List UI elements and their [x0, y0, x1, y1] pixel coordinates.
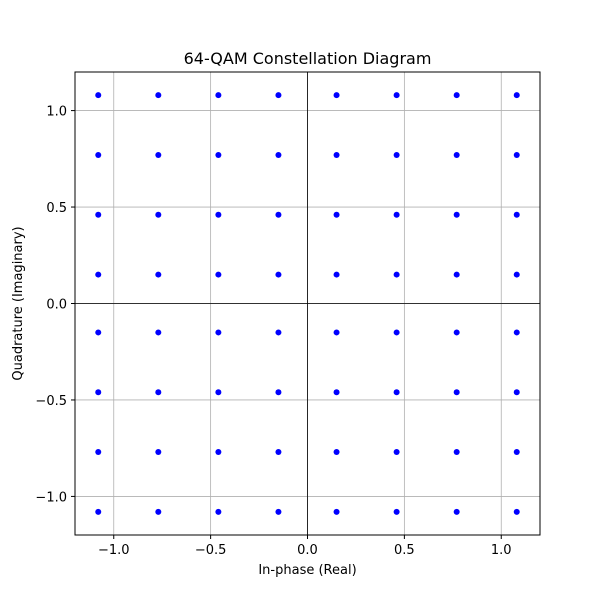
y-tick-label: 0.5 [46, 201, 67, 216]
constellation-point [95, 271, 102, 278]
constellation-point [215, 449, 222, 456]
constellation-point [275, 329, 282, 336]
x-tick-label: −0.5 [195, 543, 227, 558]
constellation-point [513, 449, 520, 456]
constellation-point [215, 151, 222, 158]
constellation-point [453, 508, 460, 515]
constellation-point [95, 508, 102, 515]
constellation-point [393, 449, 400, 456]
constellation-point [95, 449, 102, 456]
constellation-point [95, 211, 102, 218]
constellation-point [275, 271, 282, 278]
y-tick-label: −0.5 [35, 394, 67, 409]
constellation-point [393, 271, 400, 278]
constellation-point [275, 151, 282, 158]
constellation-point [155, 449, 162, 456]
x-tick-label: 0.5 [394, 543, 415, 558]
constellation-point [453, 151, 460, 158]
constellation-point [333, 151, 340, 158]
constellation-point [393, 389, 400, 396]
constellation-point [95, 389, 102, 396]
x-axis-ticks: −1.0 −0.5 0.0 0.5 1.0 [98, 535, 512, 558]
constellation-point [513, 211, 520, 218]
constellation-point [155, 211, 162, 218]
constellation-point [453, 449, 460, 456]
constellation-point [155, 92, 162, 99]
constellation-point [155, 508, 162, 515]
constellation-point [333, 211, 340, 218]
constellation-point [215, 211, 222, 218]
y-tick-label: 0.0 [46, 298, 67, 313]
constellation-point [155, 151, 162, 158]
constellation-point [393, 508, 400, 515]
constellation-point [453, 92, 460, 99]
x-tick-label: 0.0 [297, 543, 318, 558]
constellation-point [333, 271, 340, 278]
constellation-point [215, 329, 222, 336]
constellation-point [333, 92, 340, 99]
constellation-point [393, 329, 400, 336]
chart-title: 64-QAM Constellation Diagram [184, 49, 432, 68]
constellation-point [275, 389, 282, 396]
constellation-point [393, 211, 400, 218]
constellation-point [333, 449, 340, 456]
constellation-point [513, 92, 520, 99]
constellation-point [275, 92, 282, 99]
constellation-point [215, 389, 222, 396]
y-axis-label: Quadrature (Imaginary) [11, 226, 26, 380]
constellation-point [215, 508, 222, 515]
constellation-point [155, 389, 162, 396]
constellation-point [453, 211, 460, 218]
constellation-point [275, 449, 282, 456]
constellation-point [513, 151, 520, 158]
constellation-point [393, 92, 400, 99]
constellation-points [95, 92, 520, 515]
constellation-point [155, 329, 162, 336]
constellation-point [513, 271, 520, 278]
reference-lines [75, 72, 540, 535]
constellation-point [275, 211, 282, 218]
y-tick-label: −1.0 [35, 490, 67, 505]
constellation-point [453, 271, 460, 278]
constellation-point [155, 271, 162, 278]
constellation-point [95, 329, 102, 336]
constellation-point [513, 389, 520, 396]
x-tick-label: 1.0 [491, 543, 512, 558]
constellation-point [95, 151, 102, 158]
y-axis-ticks: −1.0 −0.5 0.0 0.5 1.0 [35, 105, 75, 505]
constellation-point [453, 389, 460, 396]
constellation-point [453, 329, 460, 336]
constellation-point [513, 329, 520, 336]
y-tick-label: 1.0 [46, 105, 67, 120]
constellation-point [275, 508, 282, 515]
constellation-point [95, 92, 102, 99]
constellation-point [513, 508, 520, 515]
x-tick-label: −1.0 [98, 543, 130, 558]
constellation-point [215, 271, 222, 278]
constellation-point [333, 508, 340, 515]
constellation-point [393, 151, 400, 158]
x-axis-label: In-phase (Real) [258, 563, 356, 578]
constellation-point [333, 389, 340, 396]
constellation-point [333, 329, 340, 336]
constellation-point [215, 92, 222, 99]
